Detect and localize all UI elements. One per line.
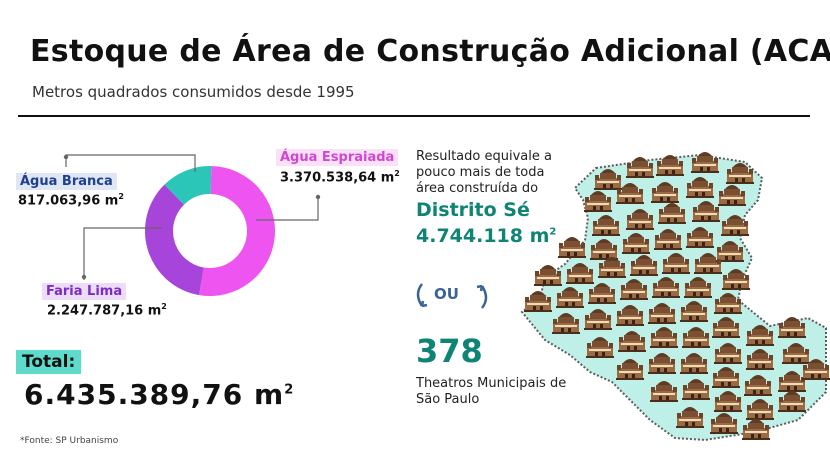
theatro-municipal-icon	[558, 237, 586, 258]
theatre-count-description: Theatros Municipais de São Paulo	[416, 376, 567, 407]
leader-line-agua-espraiada	[256, 195, 319, 221]
district-name: Distrito Sé	[416, 199, 530, 221]
donut-slice-agua-espraiada	[199, 166, 275, 296]
source-note: *Fonte: SP Urbanismo	[20, 436, 119, 446]
theatre-count: 378	[416, 332, 483, 370]
title-divider	[18, 115, 810, 117]
curved-arrow-icon	[416, 283, 424, 307]
leader-line-faria-lima	[83, 227, 162, 280]
slice-value-agua-branca: 817.063,96 m2	[18, 192, 124, 209]
curved-arrow-icon	[420, 300, 428, 308]
donut-slice-agua-branca	[164, 166, 212, 205]
comparison-text: Resultado equivale a pouco mais de toda …	[416, 149, 552, 196]
leader-dot-agua-espraiada	[315, 194, 321, 200]
leader-dot-agua-branca	[63, 154, 69, 160]
slice-value-agua-espraiada: 3.370.538,64 m2	[280, 169, 400, 186]
district-value: 4.744.118 m2	[416, 225, 557, 247]
slice-label-agua-branca: Água Branca	[16, 173, 117, 190]
page-title: Estoque de Área de Construção Adicional …	[30, 34, 830, 69]
slice-label-faria-lima: Faria Lima	[42, 283, 127, 300]
page-subtitle: Metros quadrados consumidos desde 1995	[32, 83, 355, 101]
total-label: Total:	[16, 350, 82, 374]
donut-chart	[63, 154, 321, 296]
or-label: OU	[434, 285, 459, 303]
slice-label-agua-espraiada: Água Espraiada	[276, 149, 399, 166]
curved-arrow-icon	[476, 284, 484, 292]
slice-value-faria-lima: 2.247.787,16 m2	[47, 302, 167, 319]
or-arrows	[416, 283, 488, 309]
leader-line-agua-branca	[65, 154, 196, 172]
donut-slice-faria-lima	[145, 184, 204, 296]
curved-arrow-icon	[480, 285, 488, 309]
total-value: 6.435.389,76 m2	[24, 378, 295, 411]
leader-dot-faria-lima	[81, 274, 87, 280]
